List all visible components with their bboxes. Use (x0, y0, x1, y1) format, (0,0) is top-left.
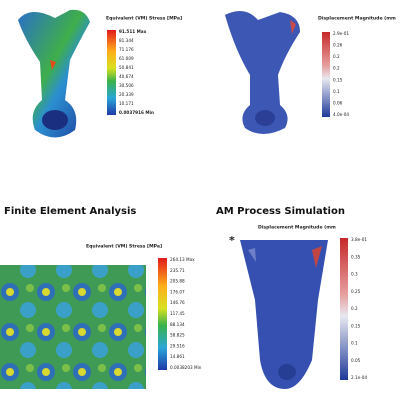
caption: Finite Element Analysis (4, 206, 136, 217)
colorbar-label: 88.134 (170, 322, 185, 327)
colorbar-label: 0.06 (333, 100, 343, 105)
colorbar-label: 81.344 (119, 38, 134, 43)
colorbar-label: 146.76 (170, 300, 185, 305)
colorbar-label: 176.07 (170, 289, 185, 294)
colorbar-label: 0.05 (351, 358, 361, 363)
am-model (225, 11, 300, 134)
colorbar-label: 61.009 (119, 56, 134, 61)
colorbar-label: 235.71 (170, 268, 185, 273)
am-part (240, 240, 328, 389)
colorbar-label: 71.176 (119, 47, 134, 52)
colorbar-label: 264.13 Max (170, 257, 195, 262)
colorbar-label: 14.861 (170, 354, 185, 359)
colorbar-label: 0.0038203 Min (170, 365, 202, 370)
colorbar-label: 0.2 (333, 66, 340, 71)
colorbar-label: 0.35 (351, 254, 361, 259)
colorbar-title: Displacement Magnitude (mm (258, 225, 336, 231)
colorbar (322, 32, 330, 117)
colorbar-label: 91.511 Max (119, 29, 147, 34)
colorbar-label: 0.2 (333, 54, 340, 59)
figure: Equivalent (VM) Stress [MPa] 91.511 Max 81… (0, 0, 415, 389)
lattice-model (0, 265, 146, 389)
colorbar-title: Equivalent (VM) Stress [MPa] (86, 244, 162, 250)
colorbar-label: 0.15 (351, 323, 361, 328)
colorbar-label: 0.2 (351, 306, 358, 311)
colorbar (158, 258, 167, 370)
colorbar-label: 29.516 (170, 343, 185, 348)
colorbar-label: 20.339 (119, 92, 134, 97)
colorbar-label: 205.88 (170, 279, 185, 284)
colorbar-label: 0.3 (351, 272, 358, 277)
colorbar (107, 30, 116, 115)
colorbar-label: 0.26 (333, 43, 343, 48)
caption: AM Process Simulation (216, 206, 345, 217)
colorbar-label: 117.45 (170, 311, 185, 316)
colorbar-title: Equivalent (VM) Stress [MPa] (106, 16, 182, 22)
colorbar-label: 2.9e-01 (333, 31, 349, 36)
colorbar-title: Displacement Magnitude (mm (318, 16, 396, 22)
colorbar-label: 40.674 (119, 74, 134, 79)
colorbar-label: 0.15 (333, 77, 343, 82)
marker: * (229, 234, 235, 247)
colorbar-label: 10.171 (119, 101, 134, 106)
colorbar-label: 4.0e-04 (333, 112, 349, 117)
colorbar-label: 3.8e-01 (351, 237, 367, 242)
colorbar-label: 0.25 (351, 289, 361, 294)
colorbar-label: 0.1 (333, 89, 340, 94)
colorbar (340, 238, 348, 380)
colorbar-label: 30.506 (119, 83, 134, 88)
colorbar-label: 0.1 (351, 341, 358, 346)
colorbar-label: 58.825 (170, 333, 185, 338)
colorbar-label: 50.841 (119, 65, 134, 70)
fea-model (18, 10, 90, 138)
colorbar-label: 2.1e-04 (351, 375, 367, 380)
colorbar-label: 0.0037916 Min (119, 110, 154, 115)
